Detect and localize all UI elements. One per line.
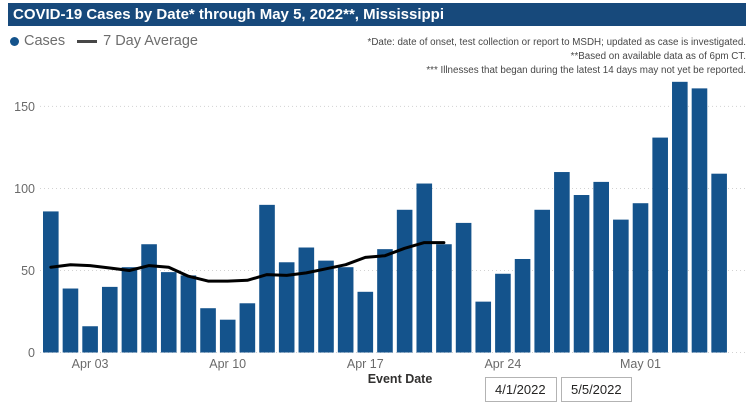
legend-cases-label: Cases [24, 33, 66, 49]
case-bar-apr-22[interactable] [455, 222, 472, 353]
case-bar-may-2[interactable] [652, 137, 668, 353]
end-date-input[interactable]: 5/5/2022 [561, 377, 632, 402]
case-bar-apr-25[interactable] [514, 258, 531, 353]
case-bar-may-5[interactable] [711, 173, 727, 353]
legend: Cases 7 Day Average [10, 33, 198, 49]
case-bar-apr-11[interactable] [239, 303, 256, 353]
seven-day-average-line [49, 241, 446, 283]
case-bar-apr-8[interactable] [180, 275, 197, 353]
footnotes: *Date: date of onset, test collection or… [368, 36, 746, 78]
y-axis-tick-label: 50 [21, 264, 35, 278]
average-line-icon [77, 39, 98, 43]
case-bar-apr-29[interactable] [593, 181, 609, 353]
case-bar-apr-18[interactable] [377, 249, 393, 353]
x-axis-tick-label: Apr 17 [347, 357, 384, 371]
case-bar-apr-24[interactable] [495, 273, 511, 353]
y-axis-tick-label: 150 [14, 100, 35, 114]
footnote-date-definition: *Date: date of onset, test collection or… [367, 37, 746, 48]
case-bar-apr-3[interactable] [82, 326, 98, 353]
case-bar-apr-13[interactable] [278, 262, 295, 353]
footnote-data-as-of: **Based on available data as of 6pm CT. [570, 51, 746, 62]
chart-title: COVID-19 Cases by Date* through May 5, 2… [13, 6, 444, 23]
case-bar-apr-19[interactable] [396, 209, 413, 353]
case-bar-apr-10[interactable] [219, 319, 236, 353]
case-bar-apr-21[interactable] [436, 244, 452, 353]
case-bar-apr-1[interactable] [43, 211, 59, 353]
y-axis-tick-label: 0 [28, 346, 35, 360]
case-bar-apr-2[interactable] [62, 288, 79, 353]
case-bar-apr-17[interactable] [357, 291, 374, 353]
case-bar-apr-27[interactable] [554, 172, 570, 353]
case-bar-apr-14[interactable] [298, 247, 315, 353]
start-date-input[interactable]: 4/1/2022 [485, 377, 557, 402]
x-axis-tick-label: Apr 24 [484, 357, 521, 371]
case-bar-apr-12[interactable] [259, 204, 275, 353]
case-bar-apr-28[interactable] [573, 195, 590, 353]
case-bar-apr-20[interactable] [416, 183, 433, 353]
footnote-latest-14-days: *** Illnesses that began during the late… [426, 65, 746, 76]
x-axis-tick-label: Apr 10 [209, 357, 246, 371]
y-axis-tick-label: 100 [14, 182, 35, 196]
case-bar-may-1[interactable] [632, 203, 649, 353]
case-bar-apr-5[interactable] [121, 267, 138, 353]
chart-title-bar: COVID-19 Cases by Date* through May 5, 2… [8, 3, 746, 26]
case-bar-apr-26[interactable] [534, 209, 551, 353]
case-bar-apr-6[interactable] [141, 244, 157, 353]
x-axis-tick-label: May 01 [620, 357, 661, 371]
case-bar-apr-15[interactable] [318, 260, 334, 353]
cases-dot-icon [10, 36, 19, 46]
case-bar-apr-7[interactable] [160, 272, 177, 353]
case-bar-apr-16[interactable] [337, 267, 354, 353]
x-axis-tick-label: Apr 03 [72, 357, 109, 371]
case-bar-apr-9[interactable] [200, 308, 216, 353]
case-bar-apr-4[interactable] [101, 286, 118, 353]
case-bar-may-4[interactable] [691, 88, 708, 353]
legend-average-label: 7 Day Average [103, 33, 198, 49]
case-bar-apr-30[interactable] [613, 219, 629, 353]
case-bar-may-3[interactable] [672, 81, 688, 353]
case-bar-apr-23[interactable] [475, 301, 492, 353]
x-axis-title: Event Date [367, 372, 433, 386]
